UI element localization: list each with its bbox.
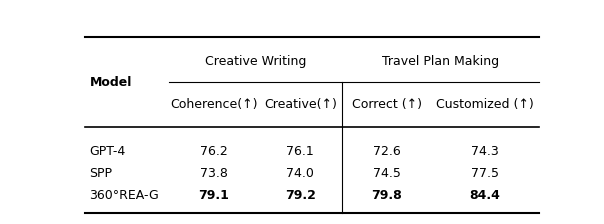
Text: Creative(↑): Creative(↑) (264, 98, 336, 111)
Text: SPP: SPP (89, 167, 112, 180)
Text: 76.1: 76.1 (286, 144, 314, 157)
Text: Correct (↑): Correct (↑) (352, 98, 422, 111)
Text: 73.8: 73.8 (200, 167, 228, 180)
Text: Coherence(↑): Coherence(↑) (170, 98, 257, 111)
Text: 76.2: 76.2 (200, 144, 228, 157)
Text: Customized (↑): Customized (↑) (436, 98, 534, 111)
Text: 84.4: 84.4 (470, 190, 501, 202)
Text: 74.5: 74.5 (373, 167, 400, 180)
Text: 360°REA-G: 360°REA-G (89, 190, 159, 202)
Text: 74.3: 74.3 (471, 144, 499, 157)
Text: 79.8: 79.8 (371, 190, 402, 202)
Text: Travel Plan Making: Travel Plan Making (382, 55, 499, 68)
Text: 79.1: 79.1 (198, 190, 229, 202)
Text: Creative Writing: Creative Writing (205, 55, 306, 68)
Text: 77.5: 77.5 (471, 167, 499, 180)
Text: 72.6: 72.6 (373, 144, 400, 157)
Text: GPT-4: GPT-4 (89, 144, 126, 157)
Text: Model: Model (89, 76, 132, 89)
Text: 79.2: 79.2 (284, 190, 316, 202)
Text: 74.0: 74.0 (286, 167, 314, 180)
